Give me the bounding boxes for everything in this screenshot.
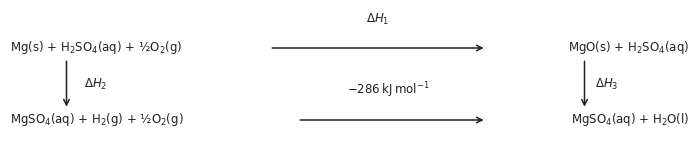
Text: Mg(s) + H$_2$SO$_4$(aq) + ½O$_2$(g): Mg(s) + H$_2$SO$_4$(aq) + ½O$_2$(g) xyxy=(10,39,183,57)
Text: Δ$H_2$: Δ$H_2$ xyxy=(84,76,107,92)
Text: −286 kJ mol$^{-1}$: −286 kJ mol$^{-1}$ xyxy=(347,81,430,101)
Text: MgO(s) + H$_2$SO$_4$(aq): MgO(s) + H$_2$SO$_4$(aq) xyxy=(568,39,690,57)
Text: Δ$H_1$: Δ$H_1$ xyxy=(366,12,390,27)
Text: MgSO$_4$(aq) + H$_2$(g) + ½O$_2$(g): MgSO$_4$(aq) + H$_2$(g) + ½O$_2$(g) xyxy=(10,111,184,129)
Text: MgSO$_4$(aq) + H$_2$O(l): MgSO$_4$(aq) + H$_2$O(l) xyxy=(571,111,690,129)
Text: Δ$H_3$: Δ$H_3$ xyxy=(595,76,618,92)
